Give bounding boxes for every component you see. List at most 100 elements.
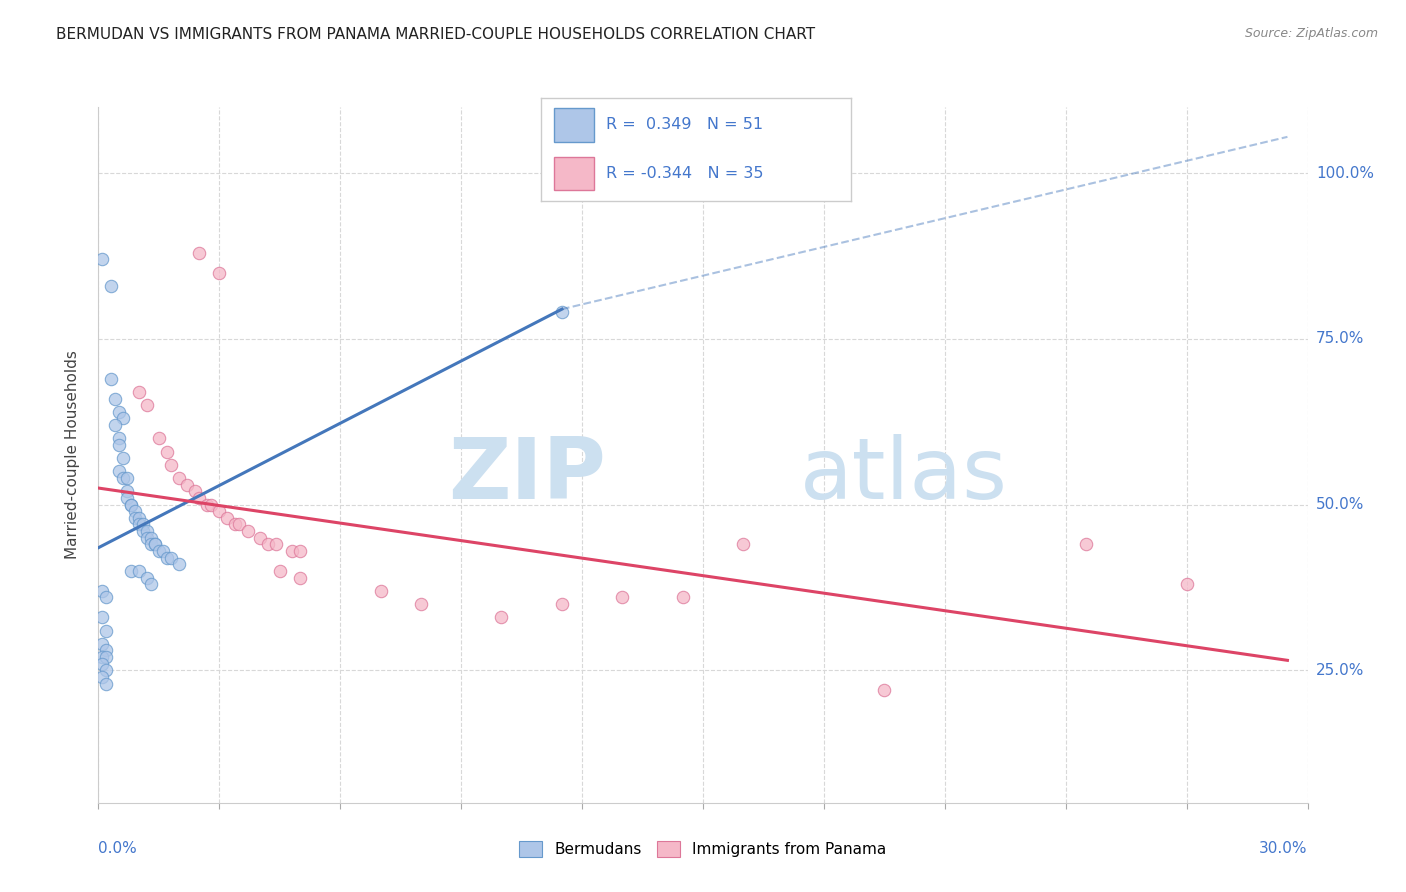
- Point: [91, 650, 114, 665]
- Point: [115, 491, 138, 505]
- Point: [188, 491, 211, 505]
- FancyBboxPatch shape: [554, 157, 593, 190]
- Point: [148, 544, 170, 558]
- Point: [160, 550, 183, 565]
- Point: [128, 384, 150, 399]
- Point: [135, 398, 157, 412]
- Point: [612, 591, 634, 605]
- Point: [135, 531, 157, 545]
- Point: [128, 564, 150, 578]
- Text: 25.0%: 25.0%: [1316, 663, 1364, 678]
- Point: [264, 537, 287, 551]
- Point: [143, 537, 166, 551]
- Point: [156, 550, 179, 565]
- Point: [100, 279, 122, 293]
- Text: BERMUDAN VS IMMIGRANTS FROM PANAMA MARRIED-COUPLE HOUSEHOLDS CORRELATION CHART: BERMUDAN VS IMMIGRANTS FROM PANAMA MARRI…: [56, 27, 815, 42]
- Point: [143, 537, 166, 551]
- Point: [160, 458, 183, 472]
- Point: [1175, 577, 1198, 591]
- Point: [91, 610, 114, 624]
- Point: [115, 471, 138, 485]
- Point: [217, 511, 239, 525]
- Point: [100, 372, 122, 386]
- Point: [96, 643, 118, 657]
- Point: [91, 252, 114, 267]
- Point: [148, 431, 170, 445]
- Y-axis label: Married-couple Households: Married-couple Households: [65, 351, 80, 559]
- Point: [195, 498, 218, 512]
- Point: [135, 570, 157, 584]
- Point: [188, 245, 211, 260]
- Point: [156, 444, 179, 458]
- Point: [111, 411, 134, 425]
- Point: [96, 650, 118, 665]
- Point: [132, 524, 155, 538]
- Point: [152, 544, 174, 558]
- Point: [91, 583, 114, 598]
- Point: [184, 484, 207, 499]
- Point: [269, 564, 291, 578]
- Point: [288, 544, 311, 558]
- Text: 50.0%: 50.0%: [1316, 497, 1364, 512]
- Point: [91, 637, 114, 651]
- Point: [208, 504, 231, 518]
- Point: [132, 517, 155, 532]
- Point: [128, 511, 150, 525]
- Point: [111, 451, 134, 466]
- Point: [107, 465, 129, 479]
- Text: R =  0.349   N = 51: R = 0.349 N = 51: [606, 117, 763, 132]
- Point: [111, 471, 134, 485]
- Point: [200, 498, 222, 512]
- Point: [491, 610, 513, 624]
- Point: [167, 471, 190, 485]
- FancyBboxPatch shape: [554, 109, 593, 142]
- Text: 100.0%: 100.0%: [1316, 166, 1374, 181]
- Point: [672, 591, 695, 605]
- Point: [551, 305, 574, 319]
- Point: [873, 683, 896, 698]
- Point: [103, 392, 125, 406]
- Point: [115, 484, 138, 499]
- Point: [236, 524, 259, 538]
- Text: 30.0%: 30.0%: [1260, 841, 1308, 856]
- Point: [139, 531, 162, 545]
- Point: [551, 597, 574, 611]
- Text: ZIP: ZIP: [449, 434, 606, 517]
- Point: [103, 418, 125, 433]
- Point: [733, 537, 755, 551]
- Point: [91, 657, 114, 671]
- Point: [228, 517, 250, 532]
- Point: [91, 670, 114, 684]
- Point: [124, 504, 146, 518]
- Point: [96, 624, 118, 638]
- Legend: Bermudans, Immigrants from Panama: Bermudans, Immigrants from Panama: [512, 833, 894, 864]
- Point: [96, 591, 118, 605]
- Point: [124, 511, 146, 525]
- Point: [288, 570, 311, 584]
- Point: [120, 498, 142, 512]
- Point: [96, 663, 118, 677]
- Text: atlas: atlas: [800, 434, 1008, 517]
- Point: [224, 517, 246, 532]
- Point: [249, 531, 271, 545]
- Point: [107, 438, 129, 452]
- Point: [167, 558, 190, 572]
- Text: R = -0.344   N = 35: R = -0.344 N = 35: [606, 166, 763, 180]
- Point: [281, 544, 304, 558]
- Point: [96, 676, 118, 690]
- Text: Source: ZipAtlas.com: Source: ZipAtlas.com: [1244, 27, 1378, 40]
- Point: [1074, 537, 1097, 551]
- Point: [107, 431, 129, 445]
- Point: [120, 498, 142, 512]
- Point: [135, 524, 157, 538]
- Point: [139, 577, 162, 591]
- Point: [120, 564, 142, 578]
- Point: [370, 583, 392, 598]
- Point: [208, 266, 231, 280]
- Text: 75.0%: 75.0%: [1316, 332, 1364, 346]
- Point: [107, 405, 129, 419]
- Point: [176, 477, 198, 491]
- Point: [256, 537, 278, 551]
- Text: 0.0%: 0.0%: [98, 841, 138, 856]
- Point: [128, 517, 150, 532]
